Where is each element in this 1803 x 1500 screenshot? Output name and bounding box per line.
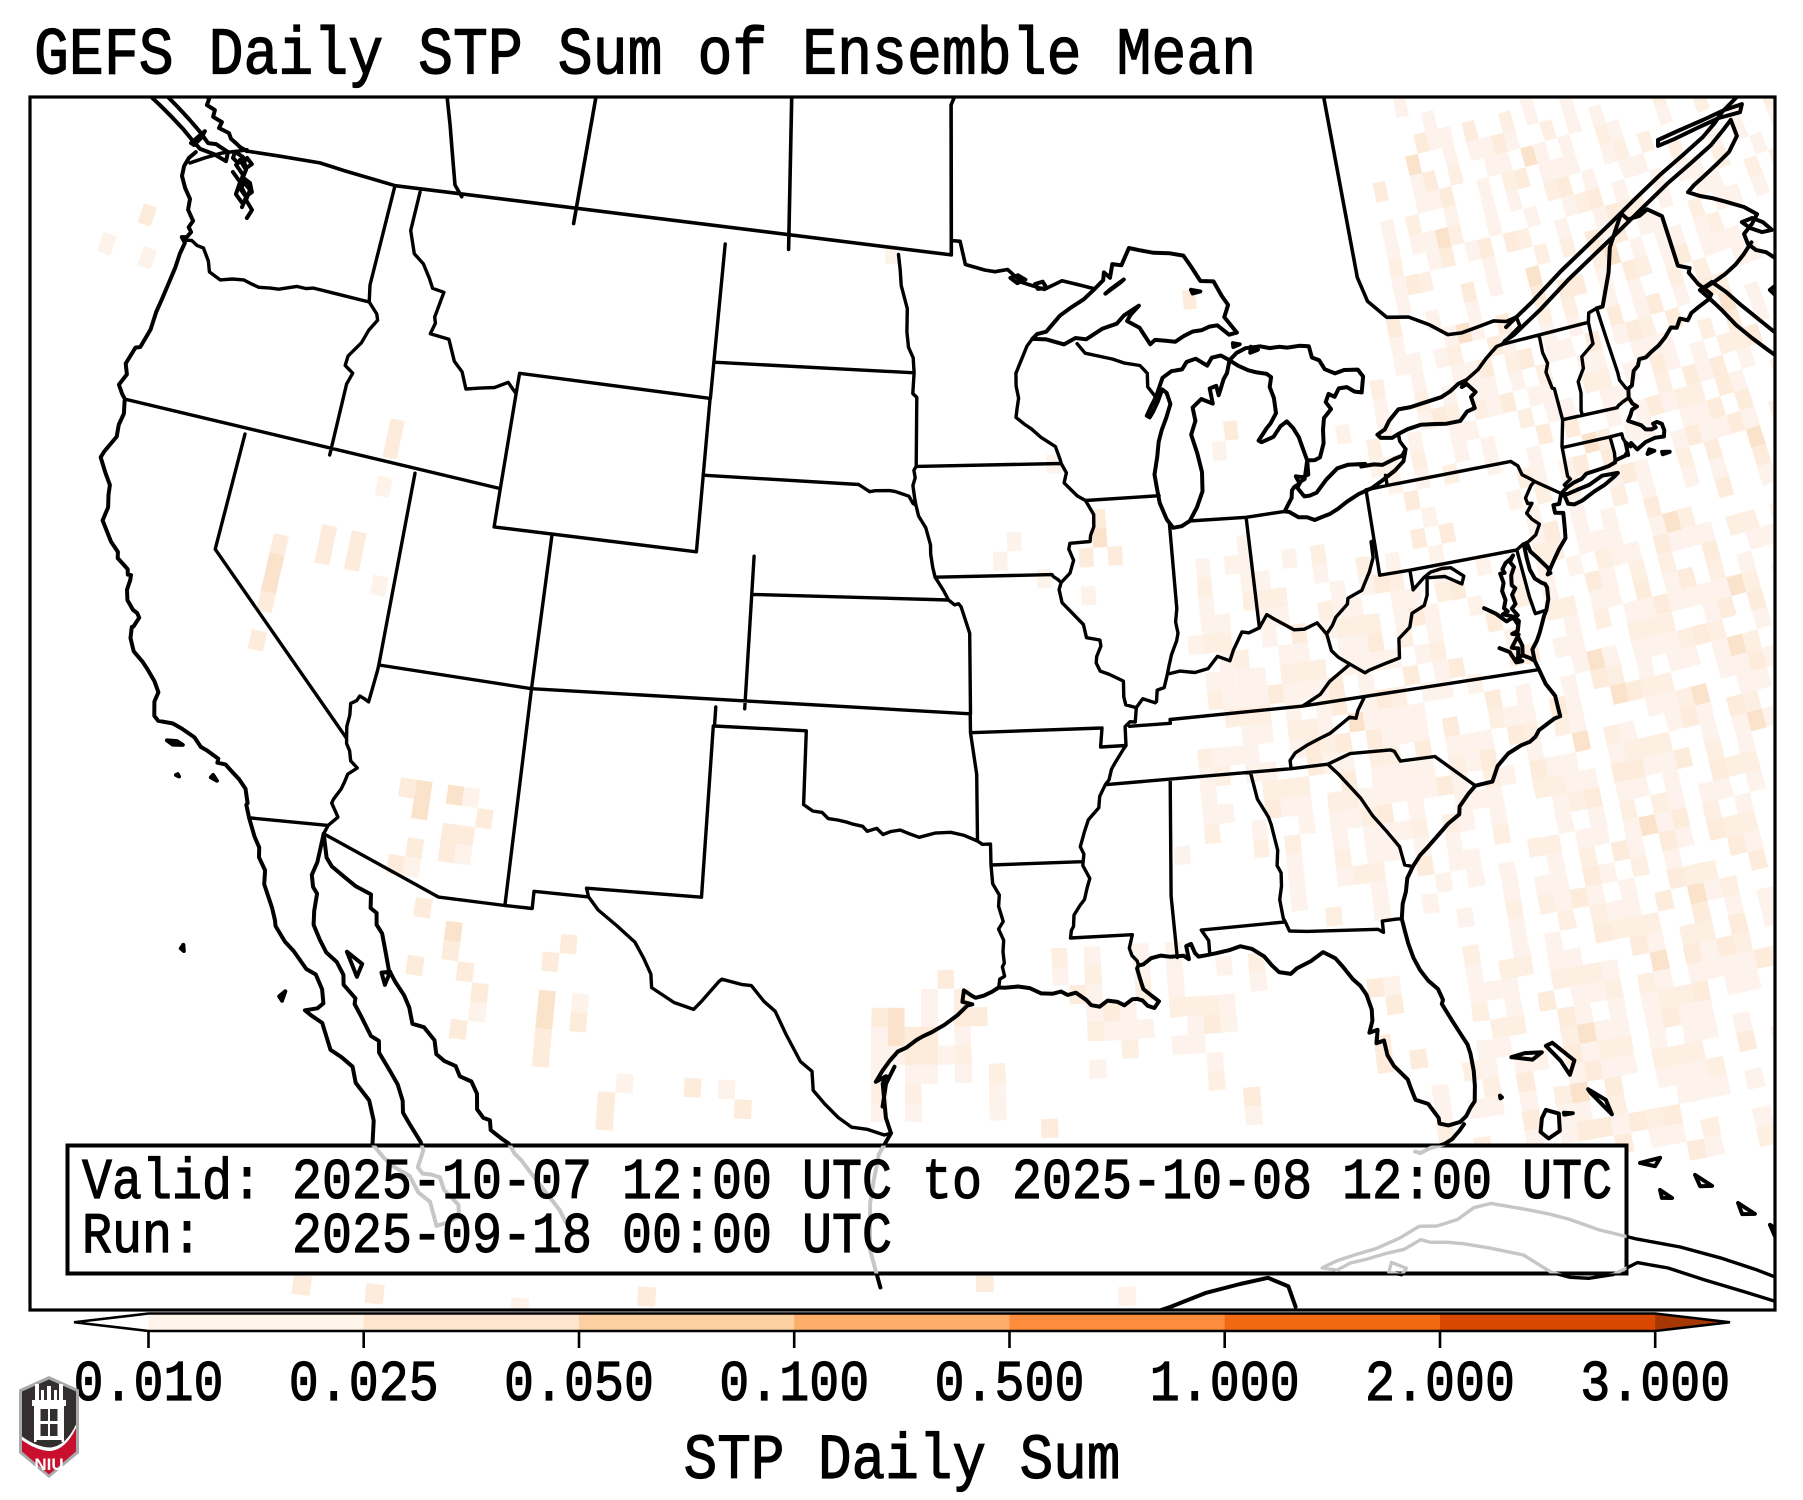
svg-text:1.000: 1.000 (1150, 1353, 1300, 1418)
svg-text:NIU: NIU (34, 1455, 63, 1474)
svg-text:0.050: 0.050 (504, 1353, 654, 1418)
svg-text:Valid: 2025-10-07 12:00 UTC to: Valid: 2025-10-07 12:00 UTC to 2025-10-0… (82, 1151, 1612, 1216)
svg-text:0.025: 0.025 (289, 1353, 439, 1418)
svg-text:0.500: 0.500 (934, 1353, 1084, 1418)
svg-text:0.010: 0.010 (73, 1353, 223, 1418)
svg-text:3.000: 3.000 (1580, 1353, 1730, 1418)
svg-text:Run: 2025-09-18 00:00 UTC: Run: 2025-09-18 00:00 UTC (82, 1205, 892, 1270)
svg-text:STP Daily Sum: STP Daily Sum (684, 1426, 1121, 1499)
svg-text:2.000: 2.000 (1365, 1353, 1515, 1418)
svg-text:0.100: 0.100 (719, 1353, 869, 1418)
svg-text:GEFS Daily STP Sum of Ensemble: GEFS Daily STP Sum of Ensemble Mean (34, 18, 1256, 94)
